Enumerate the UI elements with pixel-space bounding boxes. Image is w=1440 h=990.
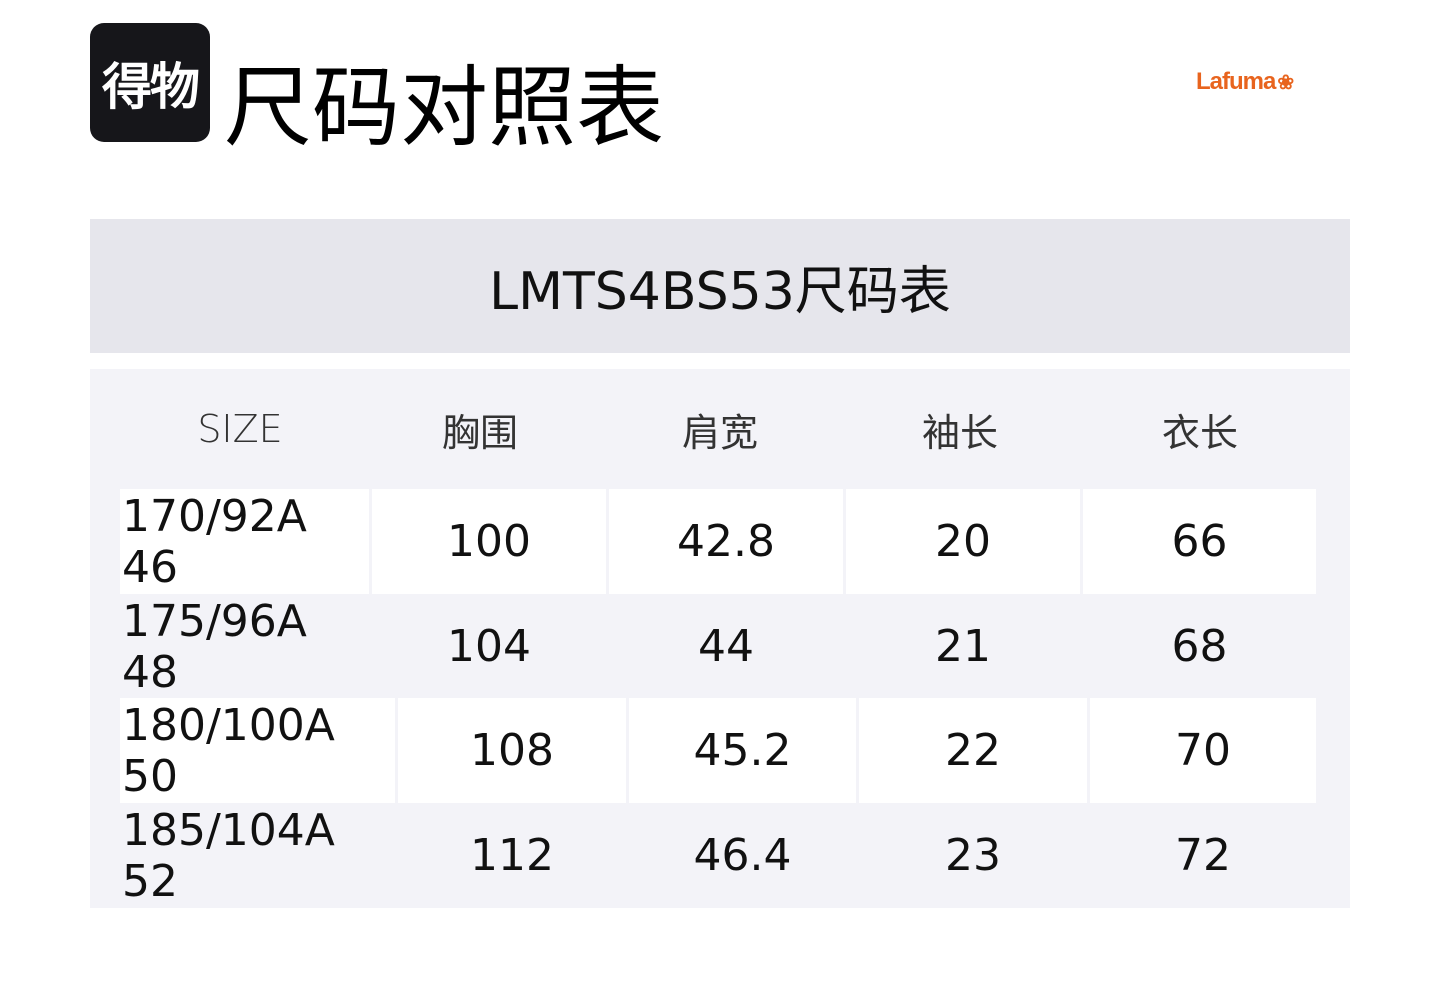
table-row: 170/92A 46 100 42.8 20 66	[120, 489, 1316, 594]
table-cell: 108	[398, 698, 626, 803]
table-cell: 21	[935, 621, 991, 672]
table-cell: 112	[470, 830, 554, 881]
page-title: 尺码对照表	[224, 56, 665, 159]
table-cell: 23	[945, 830, 1001, 881]
table-row: 180/100A 50 108 45.2 22 70	[120, 698, 1316, 803]
table-cell: 68	[1171, 621, 1228, 672]
column-header: 胸围	[441, 410, 519, 455]
table-title: LMTS4BS53尺码表	[489, 261, 951, 322]
maple-leaf-icon: ❀	[1277, 71, 1294, 94]
table-cell: 180/100A 50	[120, 698, 395, 803]
table-title-banner: LMTS4BS53尺码表	[90, 219, 1350, 353]
size-table: SIZE 胸围 肩宽 袖长 衣长 170/92A 46 100 42.8 20 …	[90, 369, 1350, 908]
brand-logo: Lafuma ❀	[1196, 68, 1294, 96]
table-cell: 66	[1083, 489, 1316, 594]
table-cell: 104	[447, 621, 531, 672]
table-cell: 44	[698, 621, 754, 672]
table-cell: 170/92A 46	[120, 489, 369, 594]
column-header: SIZE	[197, 407, 283, 451]
table-cell: 20	[846, 489, 1080, 594]
table-cell: 45.2	[629, 698, 856, 803]
table-cell: 185/104A 52	[122, 804, 335, 907]
table-cell: 22	[859, 698, 1087, 803]
app-logo: 得物	[90, 23, 210, 142]
table-cell: 46.4	[693, 830, 792, 881]
table-row: 185/104A 52 112 46.4 23 72	[120, 803, 1316, 908]
column-header: 肩宽	[681, 410, 759, 455]
column-header: 衣长	[1161, 410, 1239, 455]
table-header: SIZE 胸围 肩宽 袖长 衣长	[90, 369, 1350, 489]
brand-name: Lafuma	[1196, 68, 1276, 95]
table-cell: 42.8	[609, 489, 843, 594]
table-cell: 100	[372, 489, 606, 594]
table-cell: 70	[1090, 698, 1316, 803]
table-cell: 175/96A 48	[122, 595, 307, 698]
table-row: 175/96A 48 104 44 21 68	[120, 594, 1316, 699]
column-header: 袖长	[921, 410, 999, 455]
table-cell: 72	[1175, 830, 1231, 881]
